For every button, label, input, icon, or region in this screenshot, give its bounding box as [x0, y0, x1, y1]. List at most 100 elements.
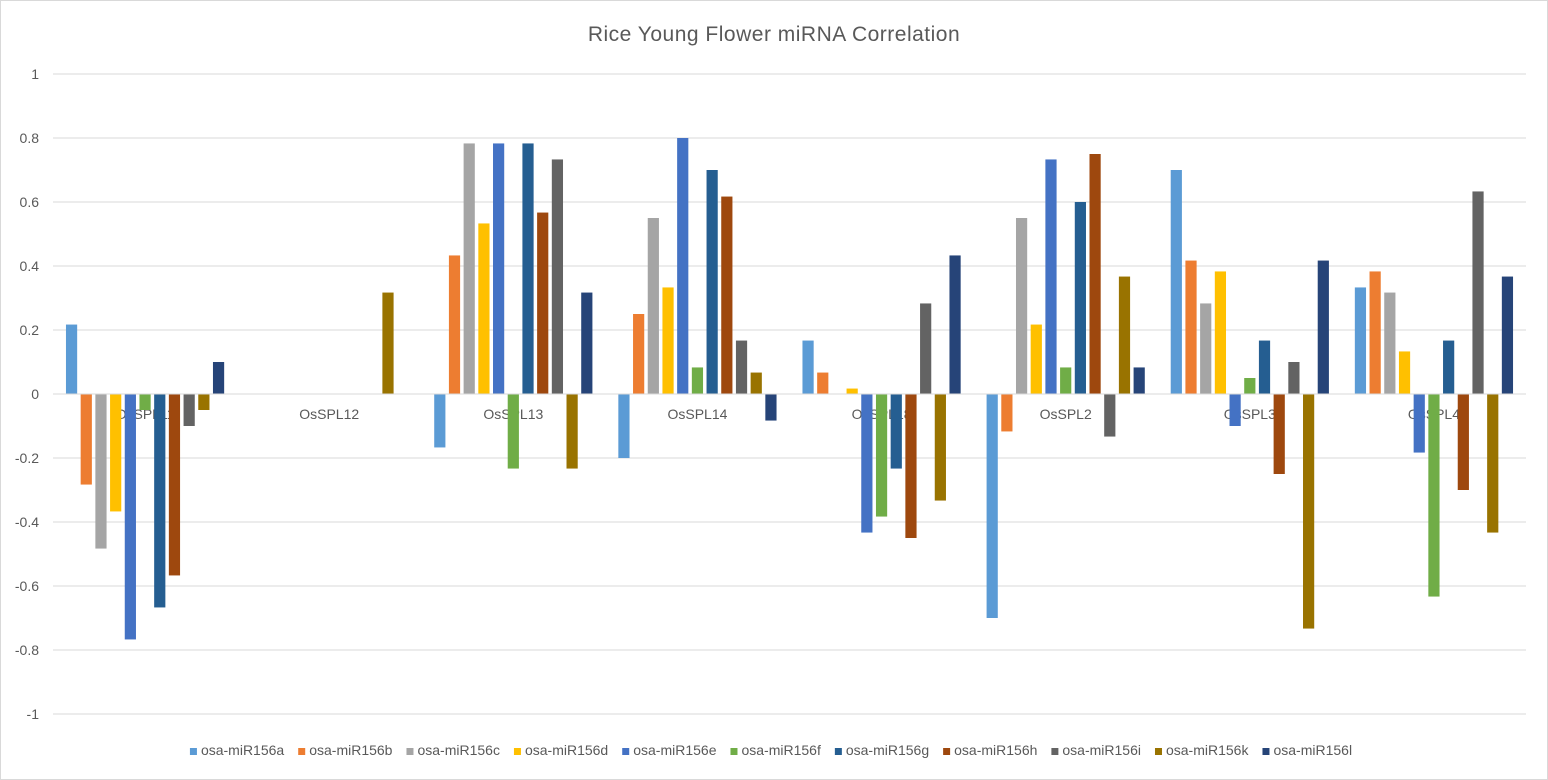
bar-osa-miR156d-OsSPL3 [1214, 271, 1227, 394]
bar-osa-miR156l-OsSPL11 [212, 362, 225, 394]
legend-item: osa-miR156f [730, 742, 821, 758]
bar-osa-miR156e-OsSPL11 [124, 394, 136, 640]
bar-osa-miR156k-OsSPL12 [382, 292, 394, 394]
bar-osa-miR156f-OsSPL13 [507, 394, 519, 469]
legend-swatch [513, 748, 521, 755]
legend-item: osa-miR156g [834, 742, 929, 758]
bar-osa-miR156h-OsSPL18 [905, 394, 917, 538]
y-tick-label: 0.2 [20, 322, 40, 338]
legend-item: osa-miR156b [298, 742, 393, 758]
bar-osa-miR156f-OsSPL2 [1060, 367, 1072, 394]
legend-swatch [406, 748, 414, 755]
y-tick-label: 0.4 [20, 258, 40, 274]
bar-osa-miR156e-OsSPL2 [1045, 159, 1057, 394]
bar-osa-miR156a-OsSPL18 [802, 340, 814, 394]
legend-label: osa-miR156l [1273, 742, 1352, 758]
bar-osa-miR156k-OsSPL11 [198, 394, 210, 410]
y-tick-label: 0.8 [20, 130, 40, 146]
bar-osa-miR156f-OsSPL4 [1428, 394, 1440, 597]
legend-swatch [1262, 748, 1270, 755]
bar-osa-miR156l-OsSPL2 [1133, 367, 1145, 394]
bar-osa-miR156g-OsSPL3 [1258, 340, 1271, 394]
bar-osa-miR156b-OsSPL13 [448, 255, 461, 394]
legend-item: osa-miR156i [1051, 742, 1141, 758]
bar-osa-miR156a-OsSPL13 [434, 394, 446, 448]
bar-osa-miR156b-OsSPL18 [817, 372, 829, 394]
bar-osa-miR156d-OsSPL14 [662, 287, 674, 394]
legend-label: osa-miR156f [741, 742, 820, 758]
bar-osa-miR156i-OsSPL18 [920, 303, 932, 394]
legend-label: osa-miR156b [309, 742, 392, 758]
bar-osa-miR156i-OsSPL13 [551, 159, 564, 394]
bar-osa-miR156i-OsSPL14 [735, 340, 748, 394]
bar-osa-miR156h-OsSPL2 [1089, 154, 1101, 394]
y-tick-label: 0 [31, 386, 39, 402]
bar-osa-miR156b-OsSPL4 [1369, 271, 1381, 394]
bar-osa-miR156i-OsSPL2 [1104, 394, 1116, 437]
x-category-label: OsSPL2 [1040, 406, 1092, 422]
legend-swatch [298, 748, 306, 755]
bar-osa-miR156g-OsSPL18 [890, 394, 902, 469]
bar-osa-miR156l-OsSPL4 [1501, 276, 1514, 394]
bar-osa-miR156k-OsSPL4 [1487, 394, 1499, 533]
legend-item: osa-miR156k [1154, 742, 1249, 758]
y-tick-label: -0.8 [15, 642, 39, 658]
bar-osa-miR156k-OsSPL18 [934, 394, 946, 501]
bar-osa-miR156c-OsSPL4 [1384, 292, 1396, 394]
legend-swatch [1154, 748, 1162, 755]
bar-osa-miR156e-OsSPL3 [1229, 394, 1241, 426]
bar-osa-miR156a-OsSPL14 [618, 394, 630, 458]
bar-osa-miR156c-OsSPL11 [95, 394, 107, 549]
bar-osa-miR156e-OsSPL14 [677, 138, 689, 394]
legend-label: osa-miR156k [1166, 742, 1249, 758]
bar-osa-miR156a-OsSPL4 [1354, 287, 1367, 394]
bar-osa-miR156c-OsSPL2 [1015, 218, 1028, 394]
bar-osa-miR156l-OsSPL3 [1317, 260, 1329, 394]
bar-osa-miR156a-OsSPL11 [65, 324, 78, 394]
bar-osa-miR156h-OsSPL14 [721, 196, 733, 394]
bar-osa-miR156i-OsSPL3 [1288, 362, 1300, 394]
bar-osa-miR156d-OsSPL13 [478, 223, 490, 394]
bar-osa-miR156l-OsSPL14 [765, 394, 777, 421]
y-tick-label: -0.4 [15, 514, 39, 530]
legend-label: osa-miR156g [846, 742, 929, 758]
bar-osa-miR156e-OsSPL13 [493, 143, 505, 394]
chart-title: Rice Young Flower miRNA Correlation [588, 23, 960, 46]
bar-osa-miR156b-OsSPL14 [633, 314, 645, 394]
bar-osa-miR156k-OsSPL14 [750, 372, 762, 394]
x-category-label: OsSPL14 [667, 406, 727, 422]
legend-label: osa-miR156a [201, 742, 284, 758]
bar-osa-miR156e-OsSPL18 [861, 394, 873, 533]
legend-swatch [189, 748, 197, 755]
bar-osa-miR156d-OsSPL11 [110, 394, 122, 512]
bar-osa-miR156b-OsSPL3 [1185, 260, 1197, 394]
bar-osa-miR156i-OsSPL11 [183, 394, 195, 426]
bar-osa-miR156f-OsSPL11 [139, 394, 151, 410]
bar-osa-miR156k-OsSPL2 [1118, 276, 1131, 394]
legend-swatch [834, 748, 842, 755]
bar-osa-miR156h-OsSPL4 [1457, 394, 1469, 490]
y-tick-label: 0.6 [20, 194, 40, 210]
bar-osa-miR156c-OsSPL14 [647, 218, 659, 394]
bar-osa-miR156f-OsSPL3 [1244, 378, 1256, 394]
bar-osa-miR156h-OsSPL13 [537, 212, 549, 394]
bar-osa-miR156g-OsSPL4 [1443, 340, 1455, 394]
y-tick-label: 1 [31, 66, 39, 82]
bar-osa-miR156g-OsSPL11 [154, 394, 166, 608]
bar-osa-miR156k-OsSPL13 [566, 394, 578, 469]
x-axis-categories: OsSPL11OsSPL12OsSPL13OsSPL14OsSPL18OsSPL… [116, 406, 1461, 422]
bar-osa-miR156g-OsSPL14 [706, 170, 718, 394]
y-axis-ticks: 1 0.8 0.6 0.4 0.2 0 -0.2 -0.4 -0.6 -0.8 -1 [15, 66, 39, 722]
bar-osa-miR156d-OsSPL2 [1030, 324, 1042, 394]
legend-item: osa-miR156a [189, 742, 284, 758]
bar-osa-miR156g-OsSPL2 [1074, 202, 1086, 394]
legend: osa-miR156a osa-miR156b osa-miR156c osa-miR… [189, 742, 1352, 758]
bar-osa-miR156c-OsSPL3 [1200, 303, 1212, 394]
y-tick-label: -0.2 [15, 450, 39, 466]
legend-swatch [730, 748, 738, 755]
legend-item: osa-miR156h [943, 742, 1037, 758]
bar-osa-miR156i-OsSPL4 [1472, 191, 1484, 394]
legend-label: osa-miR156d [525, 742, 608, 758]
